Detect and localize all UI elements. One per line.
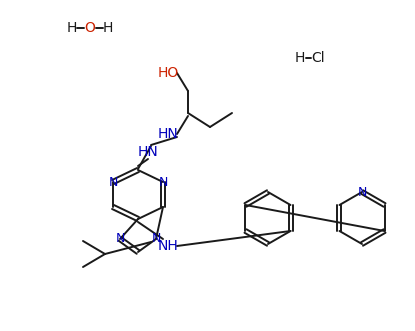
Text: N: N (357, 185, 367, 199)
Text: N: N (158, 175, 168, 188)
Text: HN: HN (138, 145, 159, 159)
Text: Cl: Cl (311, 51, 325, 65)
Text: H: H (67, 21, 77, 35)
Text: H: H (295, 51, 305, 65)
Text: NH: NH (158, 239, 178, 253)
Text: O: O (85, 21, 95, 35)
Text: N: N (108, 175, 118, 188)
Text: HO: HO (157, 66, 178, 80)
Text: N: N (115, 232, 124, 246)
Text: H: H (103, 21, 113, 35)
Text: HN: HN (158, 127, 178, 141)
Text: N: N (151, 232, 161, 246)
